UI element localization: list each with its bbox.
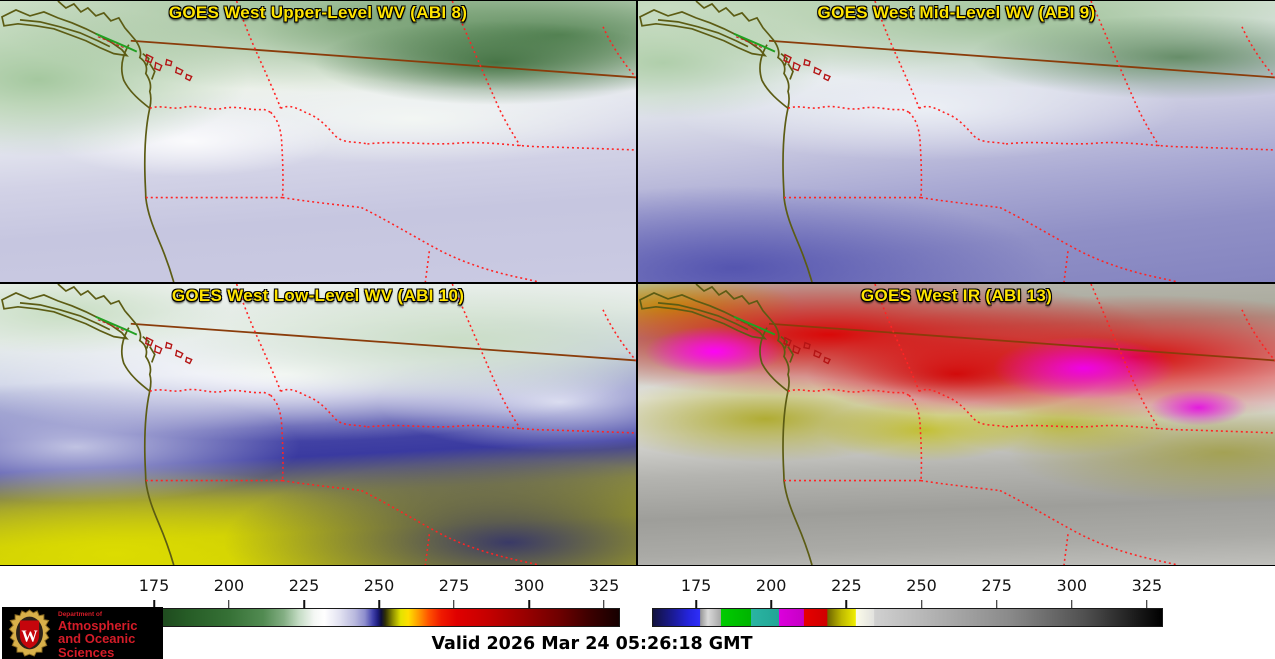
wv-colorbar-gradient: [110, 608, 620, 627]
colorbar-tick: [995, 600, 998, 608]
uw-crest-icon: W: [8, 609, 51, 657]
colorbar-tick-label: 200: [755, 576, 787, 595]
ir-colorbar: 175 200 225 250 275 300 325: [652, 566, 1163, 659]
map-overlay: [639, 284, 1275, 565]
colorbar-tick: [1071, 600, 1073, 608]
uw-monogram: W: [21, 627, 38, 646]
uw-aos-logo: W Department of Atmospheric and Oceanic …: [2, 607, 163, 659]
logo-dept-line: Department of: [58, 611, 103, 618]
logo-name-line1: Atmospheric: [58, 617, 138, 633]
panel-title-upper-wv: GOES West Upper-Level WV (ABI 8): [168, 3, 468, 22]
colorbar-tick: [228, 600, 230, 608]
footer-strip: 175 200 225 250 275 300 325 175 200 225 …: [0, 566, 1275, 659]
colorbar-tick: [920, 600, 923, 608]
colorbar-tick-label: 175: [138, 576, 170, 595]
ir-colorbar-gradient: [652, 608, 1163, 627]
colorbar-tick-label: 175: [680, 576, 712, 595]
colorbar-tick-label: 300: [1056, 576, 1088, 595]
colorbar-tick-label: 300: [513, 576, 545, 595]
colorbar-tick: [153, 600, 155, 608]
logo-name-line2: and Oceanic Sciences: [58, 631, 136, 659]
map-overlay: [0, 1, 636, 282]
colorbar-tick-label: 200: [213, 576, 245, 595]
panel-low-level-wv: GOES West Low-Level WV (ABI 10): [0, 284, 636, 565]
colorbar-tick-label: 325: [1131, 576, 1163, 595]
colorbar-tick-label: 225: [831, 576, 862, 595]
logo-text: Department of Atmospheric and Oceanic Sc…: [58, 611, 163, 659]
colorbar-tick: [453, 600, 455, 608]
colorbar-tick-label: 275: [438, 576, 470, 595]
colorbar-tick: [603, 600, 605, 608]
panel-title-mid-wv: GOES West Mid-Level WV (ABI 9): [817, 3, 1096, 22]
colorbar-tick: [303, 600, 305, 608]
colorbar-tick: [845, 600, 848, 608]
colorbar-tick: [378, 600, 380, 608]
map-overlay: [639, 1, 1275, 282]
colorbar-tick: [695, 600, 697, 608]
colorbar-tick-label: 325: [588, 576, 620, 595]
valid-timestamp: Valid 2026 Mar 24 05:26:18 GMT: [431, 634, 753, 654]
colorbar-tick-label: 225: [288, 576, 320, 595]
panel-title-low-wv: GOES West Low-Level WV (ABI 10): [171, 286, 465, 305]
panel-mid-level-wv: GOES West Mid-Level WV (ABI 9): [638, 1, 1275, 282]
wv-colorbar: 175 200 225 250 275 300 325: [110, 566, 620, 659]
panel-upper-level-wv: GOES West Upper-Level WV (ABI 8): [0, 1, 636, 282]
map-overlay: [0, 284, 636, 565]
panel-title-ir: GOES West IR (ABI 13): [860, 286, 1053, 305]
map-grid: GOES West Upper-Level WV (ABI 8) GOES We…: [0, 0, 1275, 566]
colorbar-tick: [528, 600, 530, 608]
panel-ir: GOES West IR (ABI 13): [638, 284, 1275, 565]
colorbar-tick: [1146, 600, 1148, 608]
colorbar-tick-label: 250: [906, 576, 937, 595]
colorbar-tick: [770, 600, 772, 608]
colorbar-tick-label: 250: [363, 576, 395, 595]
colorbar-tick-label: 275: [981, 576, 1012, 595]
